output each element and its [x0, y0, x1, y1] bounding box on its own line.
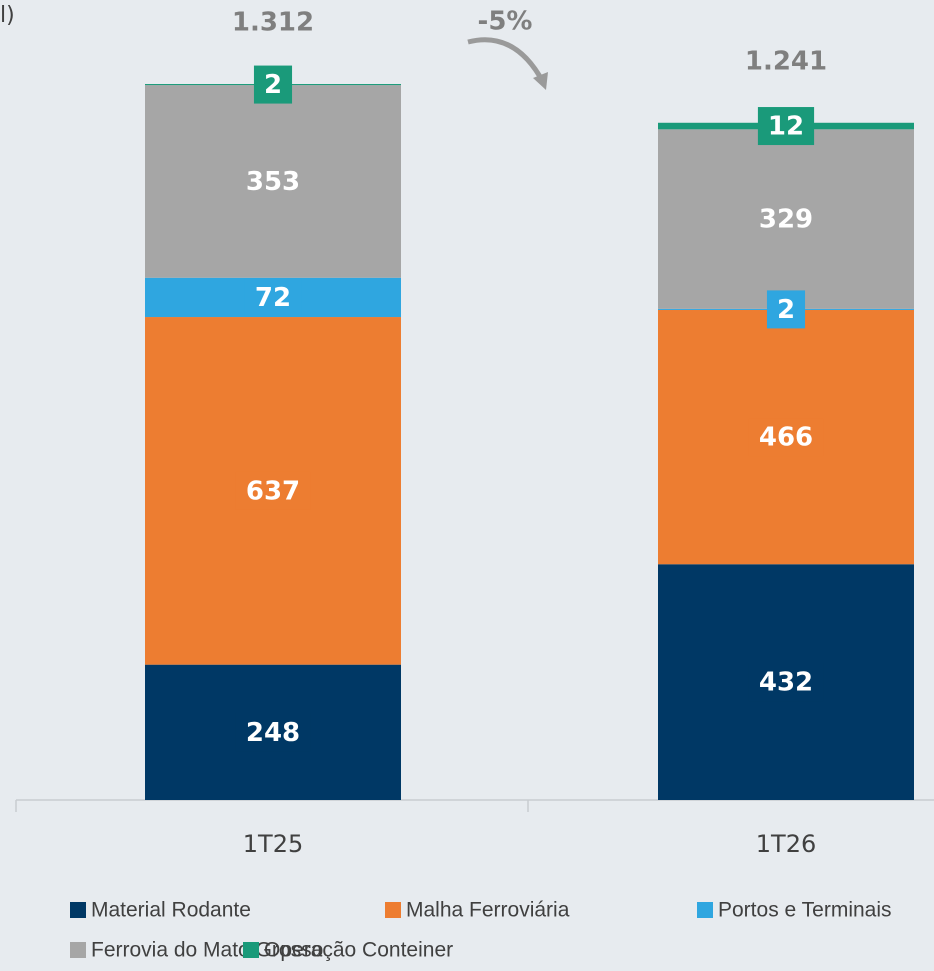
data-label: 353: [246, 167, 300, 197]
label-box: [235, 471, 311, 510]
label-box: [748, 200, 824, 239]
annotation: -5%: [478, 7, 533, 37]
arrow-head: [533, 72, 548, 90]
label-box: [748, 418, 824, 457]
label-box: [757, 107, 815, 146]
legend-label: Material Rodante: [91, 899, 251, 922]
label-box: [235, 713, 311, 752]
data-label: 72: [255, 283, 291, 313]
data-label: 637: [246, 476, 300, 506]
legend-label: Malha Ferroviária: [406, 899, 570, 922]
x-tick-label: 1T25: [243, 830, 303, 858]
data-label: 466: [759, 423, 813, 453]
label-box: [244, 278, 302, 317]
total-label: 1.312: [232, 8, 314, 38]
legend-swatch: [385, 902, 401, 918]
label-box: [235, 162, 311, 201]
label-box: [253, 65, 293, 104]
chart-title: l): [0, 3, 15, 28]
data-label: 248: [246, 718, 300, 748]
legend-label: Ferrovia do Mato Grosso: [91, 939, 323, 962]
legend-swatch: [243, 942, 259, 958]
x-tick-label: 1T26: [756, 830, 816, 858]
label-box: [748, 663, 824, 702]
legend-swatch: [697, 902, 713, 918]
arrow: [467, 37, 546, 84]
legend-swatch: [70, 902, 86, 918]
data-label: 432: [759, 668, 813, 698]
data-label: 12: [768, 112, 804, 142]
data-label: 2: [264, 70, 282, 100]
legend-swatch: [70, 942, 86, 958]
legend-label: Portos e Terminais: [718, 899, 892, 922]
legend-label: Operação Conteiner: [264, 939, 453, 962]
data-label: 2: [777, 295, 795, 325]
data-label: 329: [759, 205, 813, 235]
label-box: [766, 290, 806, 329]
total-label: 1.241: [745, 46, 827, 76]
